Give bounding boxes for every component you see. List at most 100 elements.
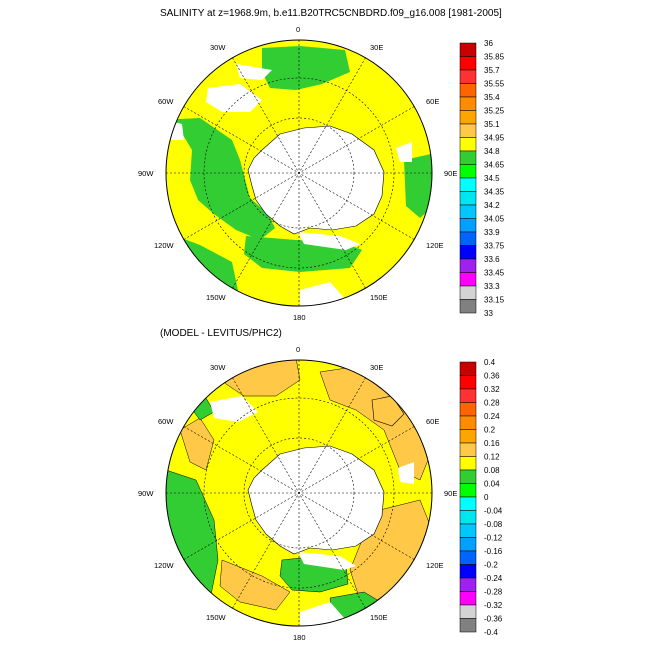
bottom-lon-label-90e: 90E: [444, 489, 457, 498]
top-colorbar-box: [459, 137, 477, 152]
bottom-colorbar-label: -0.04: [484, 507, 503, 516]
bottom-colorbar-box: [459, 618, 477, 633]
top-colorbar-box: [459, 231, 477, 246]
top-lon-label-0: 0: [296, 25, 300, 34]
top-colorbar-label: 34.65: [484, 161, 505, 170]
top-colorbar-label: 35.4: [484, 93, 500, 102]
top-colorbar-label: 34.5: [484, 174, 500, 183]
top-colorbar-label: 35.25: [484, 107, 505, 116]
top-green-region-atlantic: [262, 46, 350, 90]
bottom-white-patch-2: [398, 462, 414, 484]
top-colorbar-box: [459, 123, 477, 138]
bottom-lon-label-30w: 30W: [210, 363, 226, 372]
bottom-lon-label-30e: 30E: [370, 363, 383, 372]
bottom-lon-label-0: 0: [296, 345, 300, 354]
bottom-colorbar-label: -0.08: [484, 520, 503, 529]
bottom-colorbar-label: 0.36: [484, 372, 500, 381]
top-colorbar-box: [459, 69, 477, 84]
top-colorbar-box: [459, 110, 477, 125]
bottom-colorbar-label: 0.28: [484, 399, 500, 408]
bottom-colorbar-box: [459, 442, 477, 457]
bottom-colorbar-label: 0: [484, 493, 489, 502]
bottom-colorbar-label: -0.12: [484, 534, 503, 543]
bottom-colorbar-box: [459, 415, 477, 430]
top-colorbar-box: [459, 191, 477, 206]
top-colorbar-label: 35.1: [484, 120, 500, 129]
top-white-patch-4: [298, 232, 360, 250]
top-lon-label-120e: 120E: [426, 241, 444, 250]
top-colorbar-label: 33.6: [484, 255, 500, 264]
bottom-colorbar-label: 0.32: [484, 385, 500, 394]
top-white-patch-2: [236, 64, 272, 80]
top-colorbar-box: [459, 299, 477, 314]
top-lon-label-30e: 30E: [370, 43, 383, 52]
bottom-colorbar-label: 0.04: [484, 480, 500, 489]
top-lon-labels: 0 30E 60E 90E 120E 150E 180 150W 120W 90…: [138, 25, 457, 322]
top-colorbar-box: [459, 164, 477, 179]
top-colorbar-label: 33.3: [484, 282, 500, 291]
top-colorbar-label: 34.95: [484, 134, 505, 143]
top-lon-label-90e: 90E: [444, 169, 457, 178]
bottom-colorbar-label: 0.12: [484, 453, 500, 462]
top-map-border: [165, 39, 433, 307]
bottom-map: [165, 359, 433, 627]
top-colorbar-box: [459, 218, 477, 233]
bottom-colorbar-box: [459, 361, 477, 376]
bottom-colorbar-label: 0.08: [484, 466, 500, 475]
bottom-orange-region-southwest: [219, 559, 291, 611]
top-colorbar-box: [459, 204, 477, 219]
bottom-colorbar-label: -0.16: [484, 547, 503, 556]
top-colorbar-box: [459, 96, 477, 111]
top-colorbar: 36 35.85 35.7 35.55 35.4 35.25 35.1 34.95 34.8 34…: [459, 39, 505, 318]
bottom-colorbar-box: [459, 429, 477, 444]
bottom-colorbar-box: [459, 483, 477, 498]
top-colorbar-label: 34.05: [484, 215, 505, 224]
bottom-colorbar-box: [459, 456, 477, 471]
bottom-colorbar-box: [459, 523, 477, 538]
bottom-colorbar-box: [459, 577, 477, 592]
top-colorbar-label: 35.7: [484, 66, 500, 75]
top-colorbar-box: [459, 177, 477, 192]
top-lon-label-30w: 30W: [210, 43, 226, 52]
bottom-graticule: [166, 360, 432, 626]
bottom-colorbar-box: [459, 469, 477, 484]
top-lon-label-60w: 60W: [158, 97, 174, 106]
bottom-colorbar-box: [459, 388, 477, 403]
bottom-colorbar-box: [459, 591, 477, 606]
bottom-colorbar-label: -0.28: [484, 588, 503, 597]
top-colorbar-box: [459, 83, 477, 98]
top-colorbar-box: [459, 272, 477, 287]
bottom-lon-label-120w: 120W: [154, 561, 175, 570]
bottom-lon-labels: 0 30E 60E 90E 120E 150E 180 150W 120W 90…: [138, 345, 457, 642]
bottom-lon-label-150w: 150W: [206, 613, 227, 622]
top-lon-label-150w: 150W: [206, 293, 227, 302]
top-colorbar-label: 34.8: [484, 147, 500, 156]
top-white-patch-3: [396, 142, 412, 162]
top-white-patch-1: [206, 84, 262, 112]
bottom-white-patch-1: [210, 396, 258, 422]
bottom-orange-region-box: [371, 395, 405, 427]
top-green-region-west: [166, 118, 275, 240]
bottom-colorbar-label: -0.32: [484, 601, 503, 610]
top-colorbar-label: 33.9: [484, 228, 500, 237]
top-colorbar-box: [459, 258, 477, 273]
bottom-lon-label-120e: 120E: [426, 561, 444, 570]
bottom-lon-label-60e: 60E: [426, 417, 439, 426]
bottom-colorbar-box: [459, 537, 477, 552]
bottom-colorbar-label: 0.24: [484, 412, 500, 421]
top-lon-label-120w: 120W: [154, 241, 175, 250]
top-colorbar-box: [459, 42, 477, 57]
bottom-map-border: [165, 359, 433, 627]
top-colorbar-label: 34.2: [484, 201, 500, 210]
top-colorbar-label: 36: [484, 39, 493, 48]
bottom-colorbar-box: [459, 564, 477, 579]
bottom-colorbar-label: -0.2: [484, 561, 498, 570]
bottom-colorbar-label: -0.24: [484, 574, 503, 583]
top-title: SALINITY at z=1968.9m, b.e11.B20TRC5CNBD…: [160, 8, 502, 19]
bottom-colorbar-box: [459, 402, 477, 417]
bottom-colorbar-label: 0.4: [484, 358, 496, 367]
top-lon-label-60e: 60E: [426, 97, 439, 106]
bottom-colorbar-label: 0.2: [484, 426, 496, 435]
top-lon-label-150e: 150E: [370, 293, 388, 302]
